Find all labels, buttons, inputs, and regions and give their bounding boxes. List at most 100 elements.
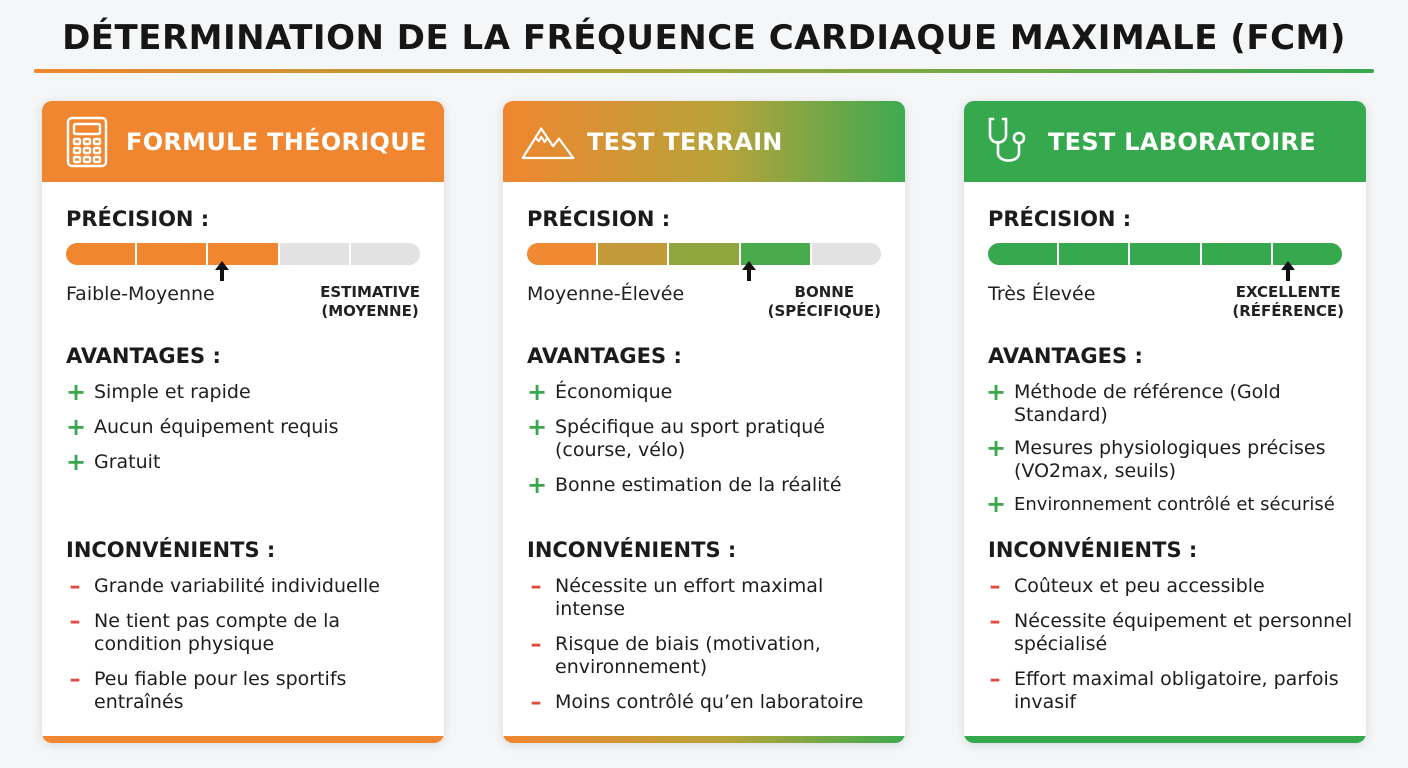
list-item: – Nécessite un effort maximal intense [527,575,887,621]
precision-bar [527,243,881,265]
precision-segment [208,243,280,265]
precision-bar [988,243,1342,265]
precision-segment [66,243,138,265]
list-item: – Risque de biais (motivation, environnem… [527,633,845,679]
precision-value: Très Élevée [988,283,1096,305]
precision-segment [137,243,209,265]
precision-value: Moyenne-Élevée [527,283,685,305]
list-item: – Nécessite équipement et personnel spéci… [986,610,1359,656]
precision-bar [66,243,420,265]
list-item-text: Mesures physiologiques précises (VO2max,… [1014,437,1326,482]
card-formule-theorique: FORMULE THÉORIQUE PRÉCISION : Faible-Moy… [42,101,444,743]
card-test-terrain: TEST TERRAIN PRÉCISION : Moyenne-Élevée … [503,101,905,743]
list-item: + Économique [527,378,887,406]
list-item-text: Risque de biais (motivation, environneme… [555,633,821,678]
precision-value: Faible-Moyenne [66,283,215,305]
precision-label: PRÉCISION : [527,207,671,231]
precision-tag: EXCELLENTE (RÉFÉRENCE) [1232,283,1344,321]
list-item-text: Méthode de référence (Gold Standard) [1014,381,1281,426]
precision-segment [669,243,741,265]
list-item-text: Simple et rapide [94,381,251,403]
list-item-text: Environnement contrôlé et sécurisé [1014,494,1335,515]
list-item-text: Grande variabilité individuelle [94,575,380,597]
list-item-text: Moins contrôlé qu’en laboratoire [555,691,864,713]
advantages-label: AVANTAGES : [66,344,221,368]
minus-icon: – [989,574,1001,599]
page-title: DÉTERMINATION DE LA FRÉQUENCE CARDIAQUE … [62,18,1346,58]
precision-tag-line: (SPÉCIFIQUE) [767,302,881,320]
list-item-text: Spécifique au sport pratiqué (course, vé… [555,416,825,461]
list-item-text: Nécessite équipement et personnel spécia… [1014,610,1353,655]
arrow-up-icon [742,261,756,281]
precision-tag-line: (MOYENNE) [321,302,419,320]
plus-icon: + [66,378,87,406]
card-header: TEST LABORATOIRE [964,101,1366,182]
list-item-text: Aucun équipement requis [94,416,339,438]
minus-icon: – [69,667,81,692]
disadvantages-list: – Coûteux et peu accessible – Nécessite éq… [986,575,1356,714]
precision-segment [811,243,881,265]
list-item: + Aucun équipement requis [66,413,426,441]
plus-icon: + [986,434,1007,462]
plus-icon: + [527,471,548,499]
plus-icon: + [527,378,548,406]
advantages-list: + Méthode de référence (Gold Standard) + M… [986,380,1356,518]
precision-segment [1201,243,1273,265]
precision-tag: BONNE (SPÉCIFIQUE) [768,283,881,321]
list-item: + Simple et rapide [66,378,426,406]
list-item-text: Nécessite un effort maximal intense [555,575,824,620]
disadvantages-label: INCONVÉNIENTS : [66,538,276,562]
list-item: – Peu fiable pour les sportifs entraînés [66,668,364,714]
precision-label: PRÉCISION : [66,207,210,231]
minus-icon: – [530,632,542,657]
card-header: TEST TERRAIN [503,101,905,182]
precision-segment [598,243,670,265]
advantages-list: + Économique + Spécifique au sport pratiqu… [527,378,887,499]
minus-icon: – [69,574,81,599]
arrow-up-icon [1281,261,1295,281]
precision-tag-line: ESTIMATIVE [320,283,420,301]
precision-segment [527,243,599,265]
plus-icon: + [66,413,87,441]
list-item: + Gratuit [66,448,426,476]
list-item: + Méthode de référence (Gold Standard) [986,380,1314,427]
precision-label: PRÉCISION : [988,207,1132,231]
disadvantages-list: – Grande variabilité individuelle – Ne tie… [66,575,426,714]
list-item-text: Économique [555,381,673,403]
precision-segment [279,243,351,265]
stethoscope-icon [982,115,1036,169]
precision-segment [1130,243,1202,265]
list-item: – Moins contrôlé qu’en laboratoire [527,691,887,714]
disadvantages-label: INCONVÉNIENTS : [988,538,1198,562]
plus-icon: + [527,413,548,441]
list-item: + Environnement contrôlé et sécurisé [986,490,1356,518]
precision-tag-line: (RÉFÉRENCE) [1232,302,1344,320]
list-item-text: Gratuit [94,451,161,473]
card-header: FORMULE THÉORIQUE [42,101,444,182]
card-test-laboratoire: TEST LABORATOIRE PRÉCISION : Très Élevée… [964,101,1366,743]
list-item: + Bonne estimation de la réalité [527,471,887,499]
advantages-label: AVANTAGES : [527,344,682,368]
advantages-list: + Simple et rapide + Aucun équipement requ… [66,378,426,476]
precision-segment [988,243,1060,265]
minus-icon: – [530,690,542,715]
list-item-text: Ne tient pas compte de la condition phys… [94,610,341,655]
minus-icon: – [989,609,1001,634]
arrow-up-icon [215,261,229,281]
card-title: FORMULE THÉORIQUE [126,127,427,156]
disadvantages-list: – Nécessite un effort maximal intense – Ri… [527,575,887,714]
list-item: – Coûteux et peu accessible [986,575,1356,598]
calculator-icon [60,115,114,169]
precision-tag-line: EXCELLENTE [1235,283,1341,301]
plus-icon: + [986,490,1007,518]
precision-tag: ESTIMATIVE (MOYENNE) [320,283,420,321]
card-title: TEST LABORATOIRE [1048,127,1316,156]
list-item-text: Coûteux et peu accessible [1014,575,1265,597]
card-bottom-bar [503,736,905,743]
list-item: – Grande variabilité individuelle [66,575,426,598]
plus-icon: + [66,448,87,476]
precision-tag-line: BONNE [794,283,855,301]
minus-icon: – [69,609,81,634]
minus-icon: – [530,574,542,599]
card-bottom-bar [964,736,1366,743]
